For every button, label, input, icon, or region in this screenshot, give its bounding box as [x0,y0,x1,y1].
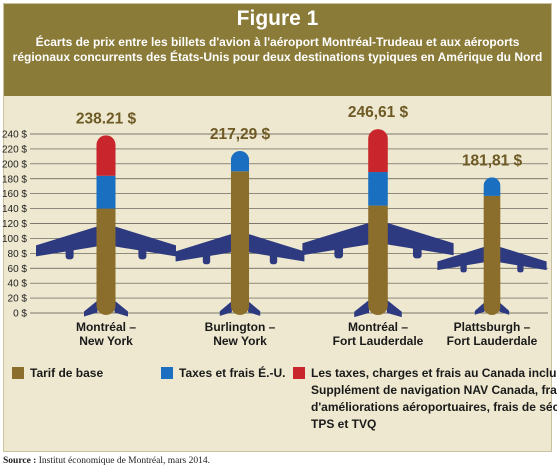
plane-group [302,129,454,318]
y-tick-label: 180 $ [2,174,27,185]
plane-group [437,177,547,315]
plane-engine [138,242,147,260]
figure-title: Figure 1 [236,7,319,30]
plane-group [36,135,176,317]
legend-label: Les taxes, charges et frais au Canada in… [311,366,557,380]
category-label: Montréal – [76,320,136,334]
y-tick-label: 100 $ [2,234,27,245]
y-tick-label: 140 $ [2,204,27,215]
plane-engine [412,240,422,259]
source-text: Institut économique de Montréal, mars 20… [38,456,210,466]
legend-label-line: d'améliorations aéroportuaires, frais de… [311,400,557,414]
plane-tail [84,300,128,317]
legend-label: Tarif de base [30,366,103,380]
y-tick-label: 20 $ [8,294,28,305]
category-label: New York [213,334,267,348]
category-label: Fort Lauderdale [447,334,538,348]
legend-label-line: TPS et TVQ [311,417,376,431]
y-tick-label: 40 $ [8,279,28,290]
source-label: Source : [3,456,37,466]
category-label: Montréal – [348,320,408,334]
bar-segment [368,172,388,206]
total-label: 217,29 $ [210,126,271,143]
plane-tail [474,302,510,315]
y-tick-label: 160 $ [2,189,27,200]
total-label: 238.21 $ [76,110,137,127]
plane-engine [65,242,74,260]
plane-engine [517,259,524,273]
legend-label: Taxes et frais É.-U. [179,365,286,380]
plane-engine [460,259,467,273]
plane-tail [354,299,402,318]
bar-segment [96,208,116,315]
legend-swatch [161,367,173,379]
category-label: New York [79,334,133,348]
total-label: 181,81 $ [462,152,523,169]
subtitle-line-1: Écarts de prix entre les billets d'avion… [35,35,520,49]
bar-segment [230,171,250,315]
legend-label-line: Supplément de navigation NAV Canada, fra… [311,383,557,397]
bar-segment [483,195,501,315]
figure-header: Figure 1 Écarts de prix entre les billet… [4,4,551,96]
y-tick-label: 0 $ [13,309,27,320]
y-tick-label: 120 $ [2,219,27,230]
y-tick-label: 200 $ [2,159,27,170]
category-label: Burlington – [205,320,276,334]
total-label: 246,61 $ [348,104,409,121]
bar-segment [230,150,250,172]
bar-segment [483,177,501,196]
y-tick-label: 60 $ [8,264,28,275]
figure-subtitle: Écarts de prix entre les billets d'avion… [4,35,551,65]
legend-swatch [293,367,305,379]
plane-tail [219,301,261,316]
bar-segment [368,129,388,173]
y-tick-label: 220 $ [2,144,27,155]
source-note: Source : Institut économique de Montréal… [3,456,210,466]
category-label: Fort Lauderdale [333,334,424,348]
plane-engine [269,248,278,265]
category-label: Plattsburgh – [454,320,531,334]
bar-segment [96,175,116,209]
bar-segment [368,205,388,315]
legend-swatch [12,367,24,379]
figure-panel: Figure 1 Écarts de prix entre les billet… [3,3,552,452]
plane-engine [334,240,344,259]
bar-segment [96,135,116,176]
y-tick-label: 80 $ [8,249,28,260]
y-tick-label: 240 $ [2,130,27,141]
plane-engine [202,248,211,265]
plane-group [175,150,305,316]
subtitle-line-2: régionaux concurrents des États-Unis pou… [12,50,543,64]
stacked-bar-chart: 0 $ 20 $ 40 $ 60 $ 80 $ 100 $ 120 $ 140 $ 160 $ 1… [2,104,557,431]
